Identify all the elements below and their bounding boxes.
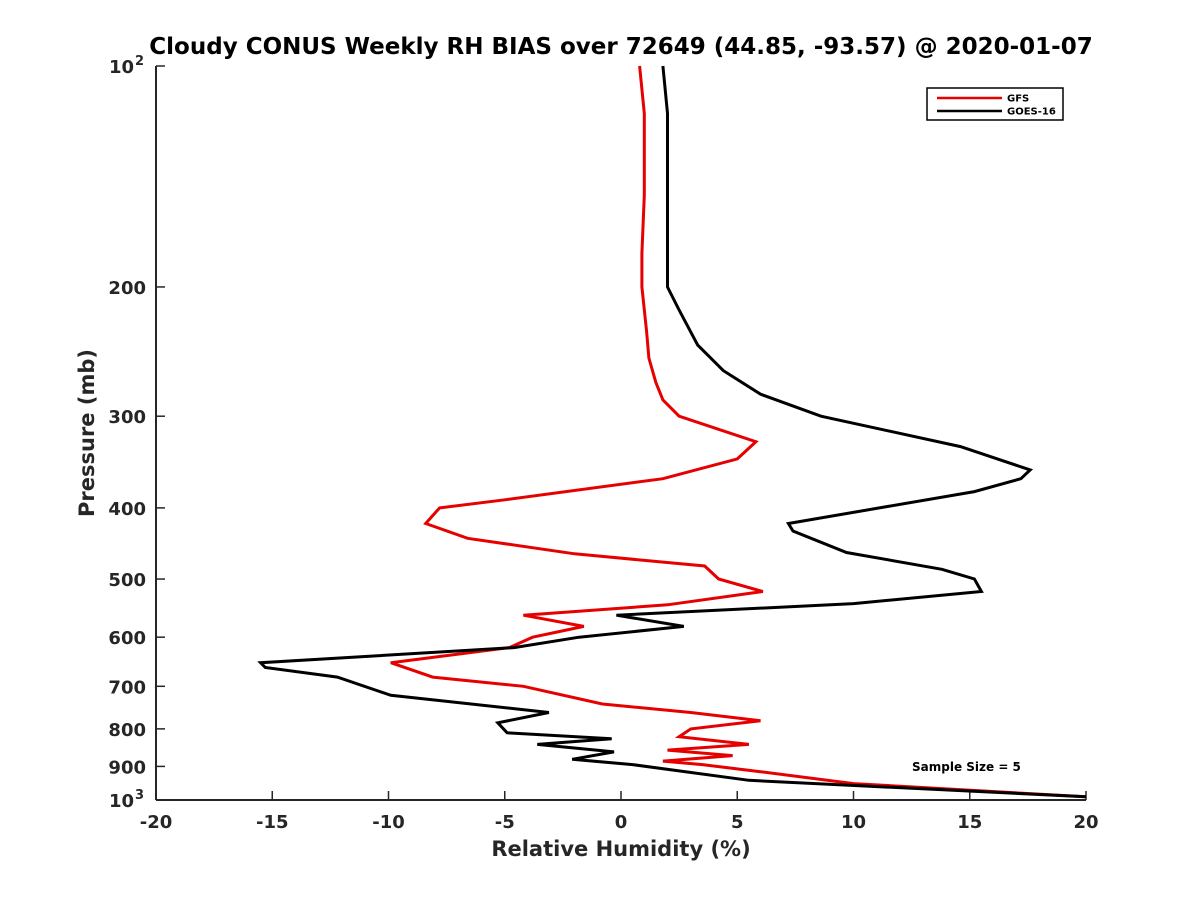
legend: GFS GOES-16 — [926, 87, 1064, 121]
x-tick-label: 15 — [957, 812, 982, 833]
y-tick-label: 400 — [108, 499, 146, 520]
x-tick-label: 10 — [841, 812, 866, 833]
y-tick-label: 300 — [108, 407, 146, 428]
x-tick-label: 20 — [1073, 812, 1098, 833]
x-axis-label: Relative Humidity (%) — [491, 837, 750, 861]
y-tick-exponent: 2 — [135, 54, 144, 69]
y-axis-label: Pressure (mb) — [75, 349, 99, 517]
y-tick-label: 200 — [108, 278, 146, 299]
plot-lines — [257, 65, 1087, 799]
y-tick-label: 900 — [108, 757, 146, 778]
y-tick-exponent: 3 — [135, 788, 144, 803]
y-tick-label: 800 — [108, 720, 146, 741]
legend-label-goes16: GOES-16 — [1007, 107, 1056, 118]
axes — [155, 66, 1086, 801]
x-ticks: -20 -15 -10 -5 0 5 10 15 20 — [140, 791, 1099, 833]
series-line-goes-16 — [257, 65, 1087, 799]
chart-title: Cloudy CONUS Weekly RH BIAS over 72649 (… — [149, 34, 1092, 60]
y-tick-label: 600 — [108, 628, 146, 649]
x-tick-label: -5 — [495, 812, 515, 833]
x-tick-label: -20 — [140, 812, 173, 833]
y-tick-label: 10 — [109, 791, 134, 812]
sample-size-annotation: Sample Size = 5 — [912, 760, 1021, 774]
x-tick-label: 5 — [731, 812, 744, 833]
y-tick-label: 10 — [109, 57, 134, 78]
x-tick-label: 0 — [615, 812, 628, 833]
y-tick-label: 700 — [108, 677, 146, 698]
legend-box — [926, 87, 1064, 121]
legend-label-gfs: GFS — [1007, 94, 1029, 105]
x-tick-label: -15 — [256, 812, 289, 833]
series-line-gfs — [390, 65, 1087, 799]
y-tick-label: 500 — [108, 570, 146, 591]
x-tick-label: -10 — [372, 812, 405, 833]
